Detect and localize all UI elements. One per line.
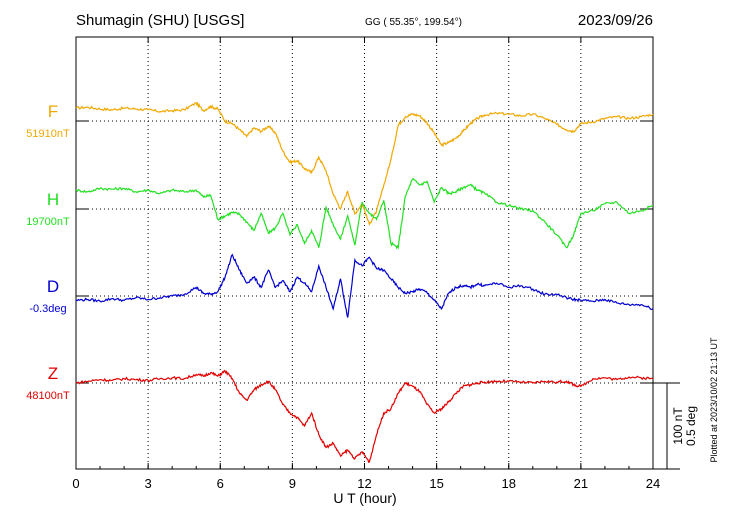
x-tick-label: 6 (217, 476, 224, 491)
station-title: Shumagin (SHU) [USGS] (76, 12, 244, 29)
trace-d (75, 253, 654, 318)
channel-baseline-d: -0.3deg (29, 303, 66, 315)
x-tick-label: 12 (357, 476, 371, 491)
scale-bar: 100 nT 0.5 deg (653, 382, 698, 470)
trace-z (75, 369, 654, 463)
chart-date: 2023/09/26 (578, 12, 653, 29)
channel-name-h: H (47, 190, 59, 209)
channel-name-z: Z (48, 364, 58, 383)
x-tick-label: 9 (289, 476, 296, 491)
x-tick-label: 15 (429, 476, 443, 491)
x-tick-label: 21 (574, 476, 588, 491)
traces-layer (75, 101, 654, 463)
channel-labels: F 51910nT H 19700nT D -0.3deg Z 48100nT (26, 102, 70, 402)
x-tick-label: 24 (646, 476, 660, 491)
plotted-note: Plotted at 2023/10/02 21:13 UT (709, 337, 719, 463)
x-axis-ticks: 0 3 6 9 12 15 18 21 24 (72, 37, 660, 491)
channel-baseline-f: 51910nT (26, 128, 70, 140)
x-tick-label: 18 (502, 476, 516, 491)
scale-bar-deg-label: 0.5 deg (684, 406, 698, 446)
x-axis-label: U T (hour) (333, 490, 396, 506)
channel-name-d: D (47, 277, 59, 296)
channel-baseline-h: 19700nT (26, 216, 70, 228)
baseline-grid (76, 120, 653, 384)
station-coordinates: GG ( 55.35°, 199.54°) (365, 17, 462, 28)
channel-baseline-z: 48100nT (26, 390, 70, 402)
x-tick-label: 3 (145, 476, 152, 491)
trace-f (75, 101, 654, 227)
scale-bar-nt-label: 100 nT (671, 407, 685, 445)
vertical-grid (147, 37, 582, 469)
channel-name-f: F (48, 102, 58, 121)
x-tick-label: 0 (72, 476, 79, 491)
trace-h (75, 178, 654, 250)
